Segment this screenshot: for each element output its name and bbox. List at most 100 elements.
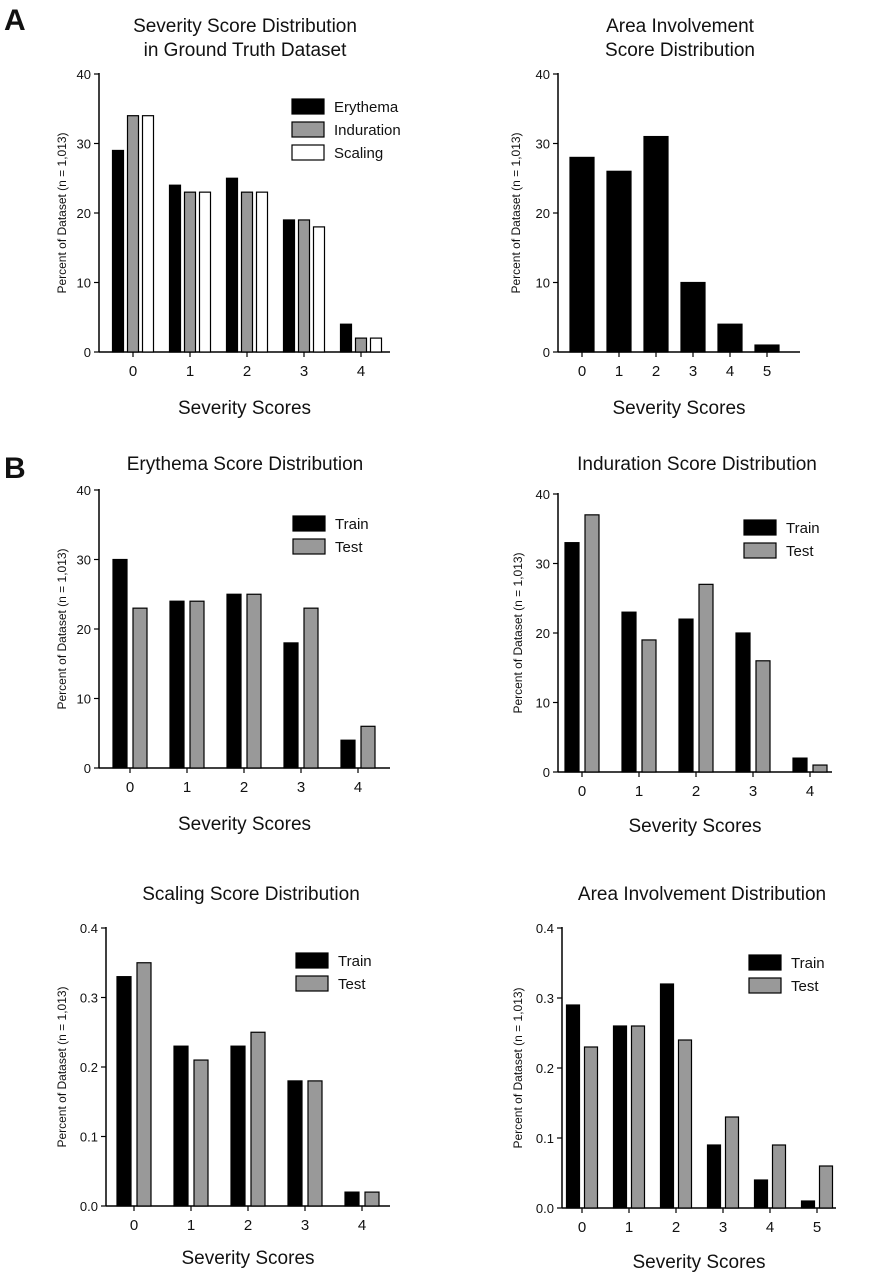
- chart-title: Area Involvement: [606, 16, 755, 37]
- bar: [189, 600, 205, 769]
- bar: [307, 1080, 323, 1207]
- panel-label-a: A: [4, 4, 26, 37]
- chart-6: Area Involvement Distribution 0.0 0.1 0.2 0.…: [511, 884, 836, 1273]
- bar: [198, 191, 212, 353]
- x-tick-label: 1: [187, 1217, 195, 1234]
- bar: [659, 983, 675, 1209]
- chart-2: Area Involvement Score Distribution 0 10 20 3…: [509, 16, 800, 419]
- bar: [168, 184, 182, 353]
- x-tick-label: 3: [301, 1217, 309, 1234]
- y-tick-label: 30: [536, 557, 550, 572]
- y-tick-label: 10: [536, 276, 550, 291]
- bar: [126, 115, 140, 353]
- y-tick-label: 40: [77, 67, 91, 82]
- x-tick-label: 2: [240, 779, 248, 796]
- bar: [698, 583, 714, 773]
- bar: [792, 757, 808, 773]
- bar: [564, 542, 580, 773]
- bar: [818, 1165, 834, 1209]
- legend-label: Scaling: [334, 145, 383, 162]
- legend-label: Test: [335, 539, 363, 556]
- x-tick-label: 0: [578, 1219, 586, 1236]
- y-tick-label: 0.2: [536, 1061, 554, 1076]
- bar: [340, 739, 356, 769]
- legend-swatch: [295, 975, 329, 992]
- x-tick-label: 0: [578, 783, 586, 800]
- x-axis-label: Severity Scores: [632, 1252, 765, 1273]
- bar: [565, 1004, 581, 1209]
- y-tick-label: 40: [536, 67, 550, 82]
- y-tick-label: 40: [536, 487, 550, 502]
- y-tick-label: 20: [536, 206, 550, 221]
- bar: [169, 600, 185, 769]
- x-tick-label: 2: [692, 783, 700, 800]
- x-tick-label: 5: [813, 1219, 821, 1236]
- y-tick-label: 20: [77, 622, 91, 637]
- bar: [226, 593, 242, 769]
- x-tick-label: 4: [354, 779, 362, 796]
- chart-title: Scaling Score Distribution: [142, 884, 360, 905]
- legend-swatch: [291, 121, 325, 138]
- bar: [344, 1191, 360, 1207]
- y-tick-label: 10: [536, 696, 550, 711]
- chart-5: Scaling Score Distribution 0.0 0.1 0.2 0.3 0.…: [55, 884, 390, 1269]
- x-tick-label: 0: [130, 1217, 138, 1234]
- x-axis-label: Severity Scores: [612, 398, 745, 419]
- x-tick-label: 4: [766, 1219, 774, 1236]
- bar: [800, 1200, 816, 1209]
- x-axis-label: Severity Scores: [178, 814, 311, 835]
- y-tick-label: 20: [536, 626, 550, 641]
- legend-label: Test: [338, 976, 366, 993]
- y-tick-label: 0.1: [80, 1130, 98, 1145]
- panel-label-b: B: [4, 452, 26, 485]
- bar: [111, 149, 125, 353]
- y-tick-label: 0.3: [536, 991, 554, 1006]
- bar: [680, 281, 706, 353]
- bar: [754, 344, 780, 353]
- y-axis-label: Percent of Dataset (n = 1,013): [55, 548, 69, 709]
- legend-label: Induration: [334, 122, 401, 139]
- chart-title: Score Distribution: [605, 40, 755, 61]
- bar: [141, 115, 155, 353]
- bar: [641, 639, 657, 773]
- y-tick-label: 0: [543, 345, 550, 360]
- legend-label: Erythema: [334, 99, 399, 116]
- bar: [364, 1191, 380, 1207]
- chart-title: Severity Score Distribution: [133, 16, 357, 37]
- legend-swatch: [743, 519, 777, 536]
- bar: [230, 1045, 246, 1207]
- x-tick-label: 2: [672, 1219, 680, 1236]
- x-tick-label: 0: [129, 363, 137, 380]
- x-tick-label: 2: [244, 1217, 252, 1234]
- y-tick-label: 0: [84, 345, 91, 360]
- bar: [569, 156, 595, 353]
- y-tick-label: 20: [77, 206, 91, 221]
- bar: [612, 1025, 628, 1209]
- x-tick-label: 0: [578, 363, 586, 380]
- chart-title: Induration Score Distribution: [577, 454, 817, 475]
- bar: [643, 135, 669, 353]
- x-tick-label: 1: [625, 1219, 633, 1236]
- y-tick-label: 0.0: [536, 1201, 554, 1216]
- y-axis-label: Percent of Dataset (n = 1,013): [55, 132, 69, 293]
- bar: [717, 323, 743, 353]
- chart-1: Severity Score Distribution in Ground Tru…: [55, 16, 401, 419]
- y-tick-label: 30: [77, 553, 91, 568]
- bar: [369, 337, 383, 353]
- legend-label: Train: [786, 520, 820, 537]
- x-tick-label: 3: [689, 363, 697, 380]
- bar: [678, 618, 694, 773]
- x-tick-label: 4: [357, 363, 365, 380]
- x-axis-label: Severity Scores: [628, 816, 761, 837]
- legend-swatch: [292, 538, 326, 555]
- bar: [312, 226, 326, 353]
- bar: [240, 191, 254, 353]
- bar: [136, 962, 152, 1207]
- bar: [354, 337, 368, 353]
- y-tick-label: 0.4: [536, 921, 554, 936]
- x-tick-label: 4: [726, 363, 734, 380]
- bar: [193, 1059, 209, 1207]
- bar: [132, 607, 148, 769]
- bar: [771, 1144, 787, 1209]
